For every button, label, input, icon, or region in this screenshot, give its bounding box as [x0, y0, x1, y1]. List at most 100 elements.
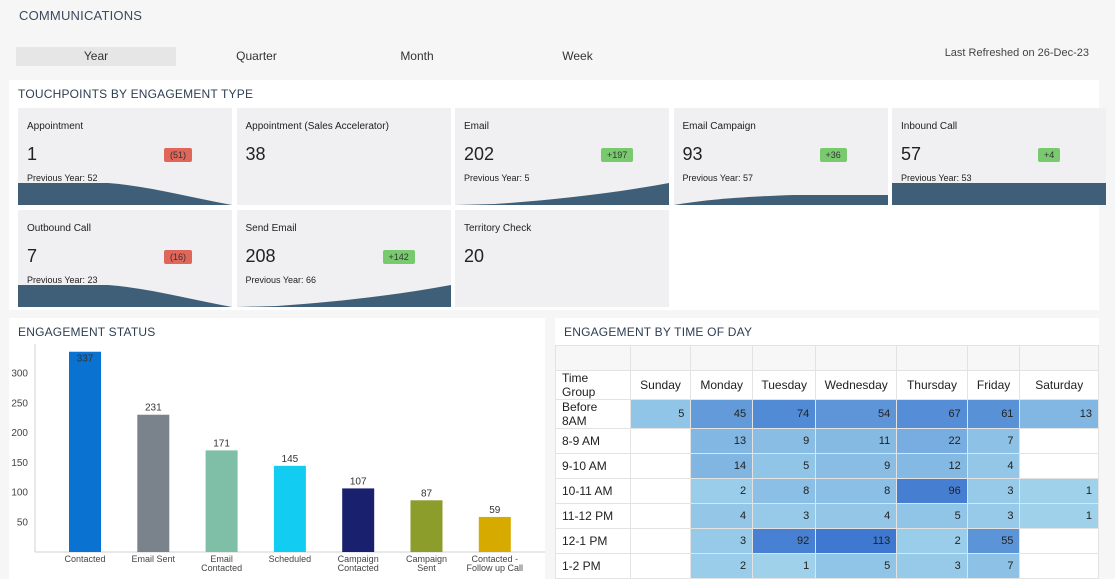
y-tick-label: 250 — [11, 398, 28, 409]
x-tick-label: Sent — [417, 563, 436, 573]
value-cell[interactable]: 5 — [815, 553, 898, 579]
card-name: Territory Check — [464, 223, 532, 234]
card-outbound-call[interactable]: Outbound Call 7 (16) Previous Year: 23 — [18, 210, 232, 307]
value-cell[interactable]: 11 — [815, 428, 898, 454]
column-header[interactable]: Wednesday — [815, 370, 898, 400]
value-cell[interactable]: 4 — [966, 453, 1021, 479]
value-cell[interactable]: 61 — [966, 399, 1021, 429]
card-email[interactable]: Email 202 +197 Previous Year: 5 — [455, 108, 669, 205]
sparkline-area — [455, 183, 669, 205]
card-inbound-call[interactable]: Inbound Call 57 +4 Previous Year: 53 — [892, 108, 1106, 205]
previous-year-text: Previous Year: 57 — [682, 173, 754, 183]
column-header[interactable]: Friday — [966, 370, 1021, 400]
table-row: 11-12 PM 4 3 4 5 3 1 — [555, 503, 1099, 529]
x-tick-label: Follow up Call — [467, 563, 524, 573]
spacer-cell — [1019, 345, 1099, 371]
value-cell[interactable]: 113 — [815, 528, 898, 554]
column-header[interactable]: Time Group — [555, 370, 631, 400]
bar-email-sent[interactable] — [137, 414, 170, 552]
value-cell[interactable]: 55 — [966, 528, 1021, 554]
value-cell[interactable]: 1 — [1019, 478, 1099, 504]
change-badge: +197 — [601, 148, 634, 162]
value-cell[interactable]: 96 — [896, 478, 968, 504]
y-tick-label: 100 — [11, 488, 28, 499]
value-cell[interactable]: 67 — [896, 399, 968, 429]
column-header[interactable]: Sunday — [629, 370, 692, 400]
bar-contacted[interactable] — [69, 351, 101, 552]
card-value: 7 — [27, 246, 38, 266]
value-cell[interactable]: 2 — [690, 553, 754, 579]
value-cell[interactable]: 2 — [690, 478, 754, 504]
value-cell[interactable]: 54 — [815, 399, 898, 429]
x-tick-label: Scheduled — [269, 554, 312, 564]
value-cell[interactable]: 3 — [896, 553, 968, 579]
value-cell[interactable]: 12 — [896, 453, 968, 479]
value-cell[interactable]: 5 — [752, 453, 817, 479]
card-value: 57 — [901, 144, 922, 164]
card-appointment-sales-accelerator[interactable]: Appointment (Sales Accelerator) 38 — [236, 108, 451, 205]
table-row: 10-11 AM 2 8 8 96 3 1 — [555, 478, 1099, 504]
bar-campaign-contacted[interactable] — [342, 488, 375, 552]
value-cell[interactable]: 9 — [815, 453, 898, 479]
sparkline-area — [18, 285, 232, 307]
spacer-cell — [966, 345, 1021, 371]
value-cell[interactable]: 74 — [752, 399, 817, 429]
card-value: 93 — [682, 144, 703, 164]
tab-year[interactable]: Year — [16, 47, 176, 66]
card-territory-check[interactable]: Territory Check 20 — [455, 210, 669, 307]
value-cell[interactable]: 22 — [896, 428, 968, 454]
tab-month[interactable]: Month — [400, 49, 434, 63]
value-cell[interactable]: 5 — [629, 399, 692, 429]
column-header[interactable]: Saturday — [1019, 370, 1099, 400]
value-cell[interactable]: 7 — [966, 428, 1021, 454]
value-cell[interactable]: 14 — [690, 453, 754, 479]
bar-campaign-sent[interactable] — [410, 500, 443, 552]
card-name: Appointment — [27, 121, 84, 132]
card-name: Send Email — [245, 223, 297, 234]
sparkline — [673, 195, 888, 205]
value-cell[interactable]: 1 — [752, 553, 817, 579]
card-name: Outbound Call — [27, 223, 91, 234]
value-cell[interactable]: 4 — [815, 503, 898, 529]
column-header[interactable]: Tuesday — [752, 370, 817, 400]
value-cell[interactable]: 92 — [752, 528, 817, 554]
value-cell[interactable]: 45 — [690, 399, 754, 429]
value-cell[interactable]: 3 — [752, 503, 817, 529]
value-cell[interactable]: 13 — [1019, 399, 1099, 429]
card-email-campaign[interactable]: Email Campaign 93 +36 Previous Year: 57 — [673, 108, 888, 205]
value-cell[interactable]: 8 — [752, 478, 817, 504]
time-group-cell: 9-10 AM — [555, 453, 631, 479]
value-cell[interactable]: 3 — [690, 528, 754, 554]
value-cell[interactable]: 9 — [752, 428, 817, 454]
touchpoints-title: TOUCHPOINTS BY ENGAGEMENT TYPE — [18, 87, 254, 101]
value-cell[interactable]: 5 — [896, 503, 968, 529]
value-cell[interactable]: 13 — [690, 428, 754, 454]
touchpoints-panel: TOUCHPOINTS BY ENGAGEMENT TYPE Appointme… — [9, 80, 1106, 310]
time-group-cell: Before 8AM — [555, 399, 631, 429]
change-badge: +4 — [1038, 148, 1061, 162]
value-cell[interactable]: 2 — [896, 528, 968, 554]
change-badge: (16) — [164, 250, 193, 264]
tab-week[interactable]: Week — [562, 49, 593, 63]
value-cell[interactable]: 1 — [1019, 503, 1099, 529]
time-group-cell: 8-9 AM — [555, 428, 631, 454]
time-group-cell: 10-11 AM — [555, 478, 631, 504]
tab-quarter[interactable]: Quarter — [236, 49, 277, 63]
value-cell[interactable]: 3 — [966, 478, 1021, 504]
card-appointment[interactable]: Appointment 1 (51) Previous Year: 52 — [18, 108, 232, 205]
value-cell[interactable]: 3 — [966, 503, 1021, 529]
bar-contacted-follow-up-call[interactable] — [478, 516, 511, 552]
bar-email-contacted[interactable] — [205, 450, 238, 552]
x-tick-label: Email — [210, 554, 233, 564]
table-row: 1-2 PM 2 1 5 3 7 — [555, 553, 1099, 579]
value-cell[interactable]: 7 — [966, 553, 1021, 579]
header-spacer-row — [555, 345, 1099, 371]
empty-cell — [629, 553, 692, 579]
value-cell[interactable]: 8 — [815, 478, 898, 504]
card-send-email[interactable]: Send Email 208 +142 Previous Year: 66 — [236, 210, 451, 307]
value-cell[interactable]: 4 — [690, 503, 754, 529]
column-header[interactable]: Monday — [690, 370, 754, 400]
table-row: Before 8AM 5 45 74 54 67 61 13 — [555, 399, 1099, 429]
bar-scheduled[interactable] — [273, 465, 306, 552]
column-header[interactable]: Thursday — [896, 370, 968, 400]
